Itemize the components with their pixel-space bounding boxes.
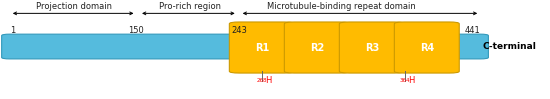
Text: 364: 364 xyxy=(399,78,410,83)
Text: C-terminal: C-terminal xyxy=(483,42,537,51)
Text: Pro-rich region: Pro-rich region xyxy=(159,2,221,11)
FancyBboxPatch shape xyxy=(394,22,459,73)
Text: Projection domain: Projection domain xyxy=(36,2,112,11)
FancyBboxPatch shape xyxy=(339,22,404,73)
Text: H: H xyxy=(408,76,415,85)
FancyBboxPatch shape xyxy=(2,34,488,59)
Text: R4: R4 xyxy=(420,42,434,53)
Text: 441: 441 xyxy=(464,26,480,35)
Text: 243: 243 xyxy=(232,26,247,35)
FancyBboxPatch shape xyxy=(284,22,349,73)
Text: R1: R1 xyxy=(255,42,269,53)
Text: R3: R3 xyxy=(365,42,379,53)
Text: H: H xyxy=(265,76,272,85)
Text: Microtubule-binding repeat domain: Microtubule-binding repeat domain xyxy=(267,2,415,11)
Text: 268: 268 xyxy=(256,78,267,83)
Text: 1: 1 xyxy=(10,26,15,35)
Text: 150: 150 xyxy=(129,26,144,35)
Text: R2: R2 xyxy=(310,42,324,53)
FancyBboxPatch shape xyxy=(229,22,294,73)
